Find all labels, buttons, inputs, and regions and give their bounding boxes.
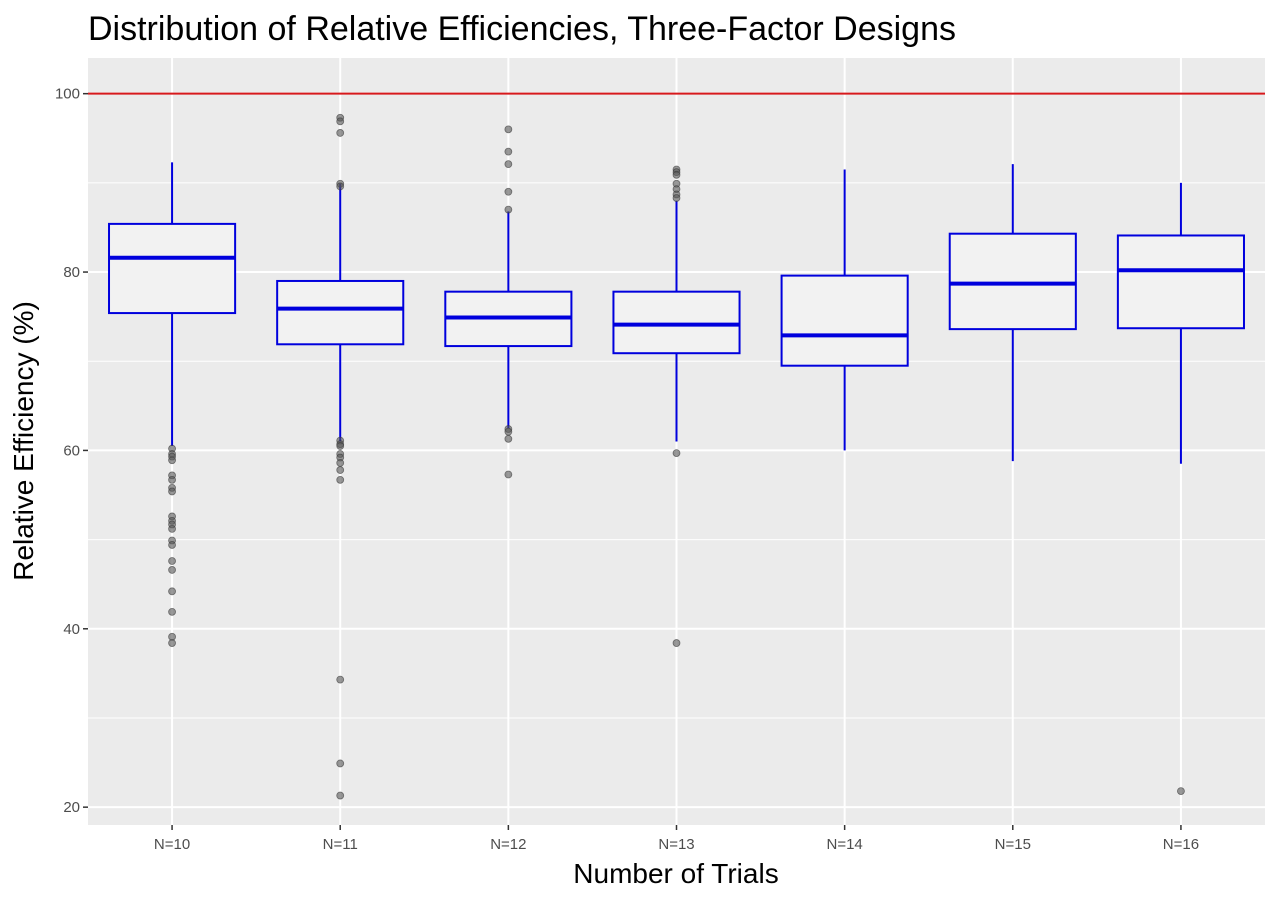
outlier-point	[168, 475, 176, 484]
outlier-point	[336, 675, 345, 684]
y-tick-label: 60	[63, 442, 80, 459]
outlier-point	[168, 566, 176, 574]
iqr-box	[612, 290, 741, 355]
box-n-12	[444, 211, 573, 429]
x-tick-label: N=11	[323, 836, 358, 853]
outlier-point	[168, 487, 176, 496]
x-tick-label: N=15	[995, 836, 1031, 853]
x-axis: N=10 N=11 N=12 N=13 N=14 N=15 N=16	[154, 825, 1199, 853]
iqr-box	[780, 274, 909, 367]
outliers-group	[168, 113, 1185, 800]
outlier-point	[504, 187, 513, 196]
iqr-box	[1116, 234, 1245, 330]
y-tick-label: 100	[55, 86, 80, 103]
outlier-point	[336, 459, 345, 467]
outlier-point	[336, 475, 345, 484]
outlier-point	[336, 129, 345, 137]
outlier-point	[336, 791, 345, 800]
outlier-point	[504, 147, 513, 156]
box-n-15	[948, 164, 1077, 462]
outlier-point	[504, 470, 513, 479]
outlier-point	[504, 160, 513, 169]
x-tick-label: N=12	[490, 836, 526, 853]
x-tick-label: N=13	[658, 836, 694, 853]
outlier-point	[504, 434, 513, 443]
box-n-13	[612, 200, 741, 442]
outlier-point	[336, 117, 345, 126]
y-axis-title: Relative Efficiency (%)	[8, 301, 39, 581]
outlier-point	[672, 639, 681, 647]
x-tick-label: N=10	[154, 836, 190, 853]
outlier-point	[168, 587, 176, 596]
y-tick-label: 80	[63, 264, 80, 281]
outlier-point	[336, 759, 345, 768]
outlier-point	[336, 442, 345, 450]
boxes-group	[108, 162, 1245, 464]
outlier-point	[504, 427, 513, 436]
x-axis-title: Number of Trials	[573, 858, 778, 889]
outlier-point	[336, 182, 345, 191]
chart-title: Distribution of Relative Efficiencies, T…	[88, 10, 956, 48]
outlier-point	[672, 194, 681, 202]
outlier-point	[1177, 787, 1185, 796]
y-tick-label: 20	[63, 799, 80, 816]
outlier-point	[168, 541, 176, 549]
outlier-point	[168, 557, 176, 565]
outlier-point	[168, 525, 176, 533]
x-tick-label: N=16	[1163, 836, 1199, 853]
box-n-10	[108, 162, 237, 446]
outlier-point	[672, 170, 681, 179]
outlier-point	[672, 449, 681, 457]
box-n-14	[780, 169, 909, 451]
outlier-point	[336, 466, 345, 474]
iqr-box	[948, 232, 1077, 331]
outlier-point	[504, 205, 513, 214]
outlier-point	[168, 607, 176, 616]
outlier-point	[504, 125, 513, 134]
x-tick-label: N=14	[827, 836, 863, 853]
box-n-11	[276, 183, 405, 442]
y-axis: 20 40 60 80 100	[55, 86, 88, 816]
y-tick-label: 40	[63, 621, 80, 638]
outlier-point	[168, 639, 176, 647]
outlier-point	[168, 456, 176, 465]
box-n-16	[1116, 182, 1245, 464]
iqr-box	[108, 222, 237, 315]
iqr-box	[276, 279, 405, 346]
